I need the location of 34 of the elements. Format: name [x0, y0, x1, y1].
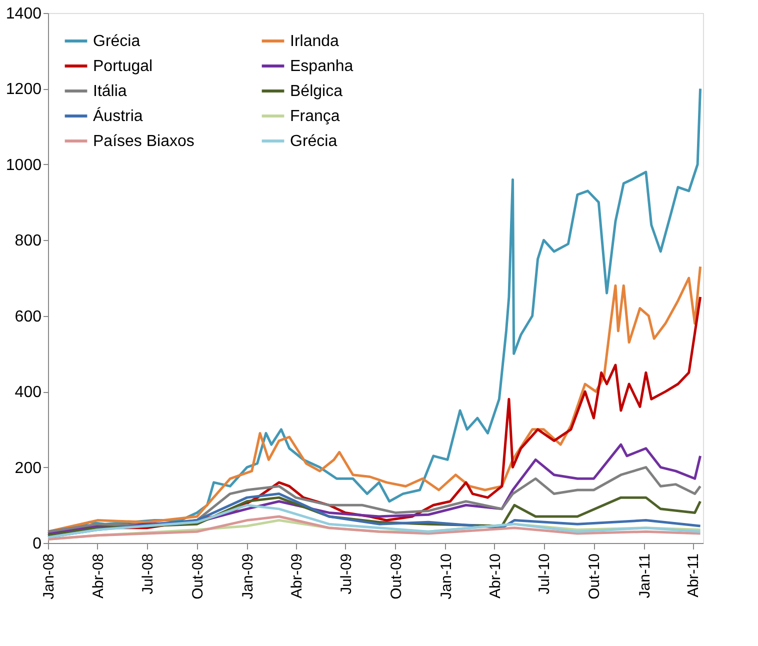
legend-label: França	[290, 108, 340, 125]
x-tick-label: Abr-08	[90, 554, 107, 599]
x-tick-label: Jan-11	[636, 554, 654, 598]
y-tick-label: 400	[14, 384, 42, 402]
y-tick-label: 600	[14, 308, 42, 326]
x-tick-label: Out-09	[388, 554, 405, 600]
legend-label: Bélgica	[290, 83, 343, 100]
legend-label: Itália	[93, 83, 127, 100]
legend-label: Áustria	[93, 107, 143, 125]
legend-label: Países Biaxos	[93, 133, 194, 150]
x-tick-label: Jan-10	[438, 554, 455, 600]
x-tick-label: Abr-09	[288, 554, 306, 599]
x-tick-label: Jan-09	[239, 554, 256, 600]
y-tick-label: 1000	[6, 156, 42, 174]
x-tick-label: Out-10	[586, 554, 604, 600]
legend-label: Irlanda	[290, 33, 340, 50]
x-tick-label: Abr-11	[685, 554, 702, 598]
legend-label: Espanha	[290, 58, 354, 75]
x-tick-label: Jan-08	[40, 554, 58, 600]
legend-label: Grécia	[93, 33, 140, 50]
x-tick-label: Out-08	[189, 554, 206, 600]
line-series	[46, 515, 702, 540]
line-series	[46, 504, 702, 539]
y-tick-label: 200	[14, 460, 42, 477]
y-tick-label: 1400	[6, 6, 42, 22]
y-tick-label: 0	[32, 536, 42, 552]
y-tick-label: 800	[14, 232, 42, 250]
x-tick-label: Jul-09	[338, 554, 355, 594]
x-tick-label: Jul-08	[139, 554, 156, 594]
x-tick-label: Abr-10	[486, 554, 504, 599]
y-tick-label: 1200	[6, 81, 42, 98]
legend-label: Grécia	[290, 133, 338, 150]
x-tick-label: Jul-10	[536, 554, 554, 594]
legend-label: Portugal	[93, 58, 153, 75]
